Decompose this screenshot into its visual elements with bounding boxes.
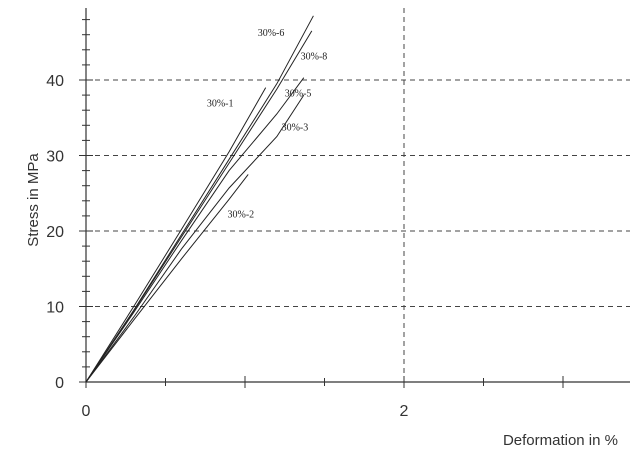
series-label-4: 30%-5: [285, 89, 312, 100]
y-tick-label: 30: [46, 149, 64, 166]
series-label-2: 30%-8: [301, 52, 328, 63]
series-label-6: 30%-2: [228, 209, 255, 220]
y-tick-label: 40: [46, 73, 64, 90]
x-tick-label: 2: [400, 403, 409, 420]
series-line-3: [85, 87, 267, 383]
grid-lines: [86, 8, 630, 382]
series-lines: [85, 15, 314, 383]
y-tick-label: 0: [55, 375, 64, 392]
series-line-4: [85, 77, 305, 383]
series-label-3: 30%-1: [207, 98, 234, 109]
tick-marks: [79, 19, 564, 388]
series-line-2: [85, 30, 313, 383]
y-axis-title: Stress in MPa: [25, 153, 42, 247]
y-tick-label: 20: [46, 224, 64, 241]
series-labels: 30%-6 30%-8 30%-1 30%-5 30%-3 30%-2: [207, 28, 327, 220]
x-axis-title: Deformation in %: [503, 432, 618, 449]
series-line-5: [85, 94, 305, 383]
tick-labels: 0 10 20 30 40 0 2: [46, 73, 408, 420]
y-tick-label: 10: [46, 300, 64, 317]
axes: [85, 8, 630, 383]
series-label-5: 30%-3: [282, 123, 309, 134]
series-line-6: [85, 174, 249, 383]
series-label-1: 30%-6: [258, 28, 285, 39]
x-tick-label: 0: [82, 403, 91, 420]
